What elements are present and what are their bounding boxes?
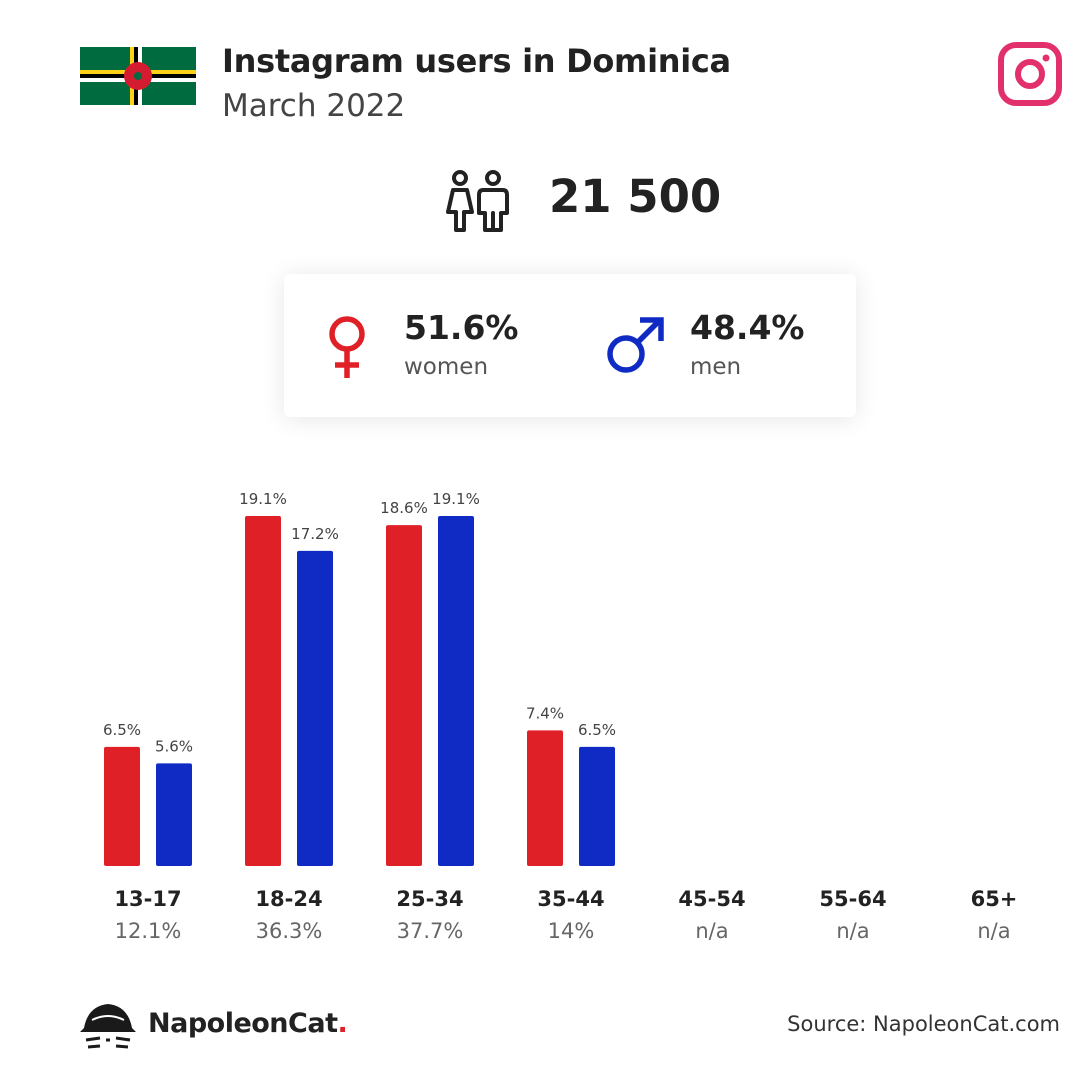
category-total-55-64: n/a — [836, 919, 869, 943]
bar-men-13-17 — [156, 763, 192, 866]
bar-value-label-men-18-24: 17.2% — [291, 525, 339, 543]
page-subtitle: March 2022 — [222, 88, 406, 124]
category-total-35-44: 14% — [548, 919, 595, 943]
age-gender-bar-chart: 6.5%5.6%13-1712.1%19.1%17.2%18-2436.3%18… — [103, 490, 1018, 943]
page-title: Instagram users in Dominica — [222, 42, 731, 80]
bar-men-35-44 — [579, 746, 615, 866]
bar-value-label-women-13-17: 6.5% — [103, 721, 141, 739]
category-label-13-17: 13-17 — [114, 887, 181, 911]
gender-card: 51.6% women 48.4% men — [284, 274, 856, 417]
category-label-45-54: 45-54 — [678, 887, 745, 911]
category-total-25-34: 37.7% — [397, 919, 464, 943]
bar-women-25-34 — [386, 525, 422, 866]
bar-value-label-men-13-17: 5.6% — [155, 737, 193, 755]
men-label: men — [690, 354, 742, 380]
men-percent: 48.4% — [690, 308, 805, 347]
category-total-13-17: 12.1% — [115, 919, 182, 943]
brand-name-text: NapoleonCat — [148, 1008, 338, 1039]
bar-women-18-24 — [245, 516, 281, 866]
women-label: women — [404, 354, 489, 380]
bar-value-label-women-35-44: 7.4% — [526, 704, 564, 722]
instagram-icon[interactable] — [997, 41, 1063, 107]
bar-men-18-24 — [297, 550, 333, 866]
category-total-45-54: n/a — [695, 919, 728, 943]
category-label-65+: 65+ — [971, 887, 1018, 911]
category-label-35-44: 35-44 — [537, 887, 604, 911]
category-label-55-64: 55-64 — [819, 887, 886, 911]
bar-value-label-men-35-44: 6.5% — [578, 721, 616, 739]
people-icon — [446, 170, 509, 232]
female-icon — [329, 316, 365, 378]
brand-dot: . — [337, 1008, 348, 1039]
total-users: 21 500 — [549, 170, 722, 223]
male-icon — [607, 317, 664, 373]
bar-women-35-44 — [527, 730, 563, 866]
dominica-flag — [80, 47, 196, 105]
bar-men-25-34 — [438, 516, 474, 866]
category-total-65+: n/a — [977, 919, 1010, 943]
category-label-18-24: 18-24 — [255, 887, 322, 911]
bar-value-label-men-25-34: 19.1% — [432, 490, 480, 508]
bar-value-label-women-18-24: 19.1% — [239, 490, 287, 508]
category-label-25-34: 25-34 — [396, 887, 463, 911]
brand-name[interactable]: NapoleonCat. — [148, 1008, 348, 1039]
bar-women-13-17 — [104, 746, 140, 866]
women-percent: 51.6% — [404, 308, 519, 347]
category-total-18-24: 36.3% — [256, 919, 323, 943]
bar-value-label-women-25-34: 18.6% — [380, 499, 428, 517]
source-credit: Source: NapoleonCat.com — [787, 1012, 1060, 1036]
napoleoncat-logo-icon — [80, 1004, 136, 1049]
